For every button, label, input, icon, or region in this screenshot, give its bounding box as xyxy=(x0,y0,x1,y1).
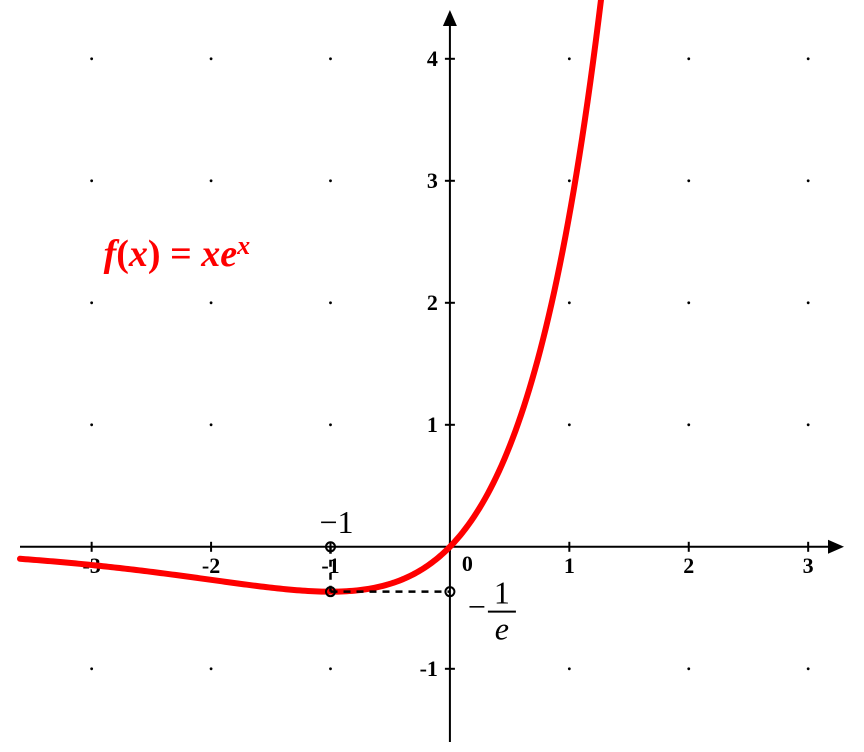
x-tick-label: 2 xyxy=(683,553,694,578)
function-curve xyxy=(20,0,604,592)
svg-text:1: 1 xyxy=(494,575,510,611)
x-tick-label: 3 xyxy=(803,553,814,578)
x-axis-arrow xyxy=(828,540,844,554)
x-tick-label: 0 xyxy=(462,551,473,576)
min-y-label: −1e xyxy=(468,575,516,647)
svg-text:−: − xyxy=(468,589,486,625)
axes xyxy=(20,10,844,742)
y-axis-arrow xyxy=(443,10,457,26)
x-tick-label: 1 xyxy=(564,553,575,578)
y-tick-label: 1 xyxy=(427,412,438,437)
svg-text:e: e xyxy=(495,611,509,647)
y-tick-label: 4 xyxy=(427,46,438,71)
y-tick-label: 2 xyxy=(427,290,438,315)
function-plot: -3-2-10123-11234−1−1ef(x) = xex xyxy=(0,0,864,752)
function-label: f(x) = xex xyxy=(104,231,251,275)
tick-labels: -3-2-10123-11234 xyxy=(82,46,813,681)
x-tick-label: -2 xyxy=(202,553,220,578)
y-tick-label: -1 xyxy=(420,656,438,681)
y-tick-label: 3 xyxy=(427,168,438,193)
min-x-label: −1 xyxy=(319,504,353,540)
svg-text:f(x) = xex: f(x) = xex xyxy=(104,231,251,275)
